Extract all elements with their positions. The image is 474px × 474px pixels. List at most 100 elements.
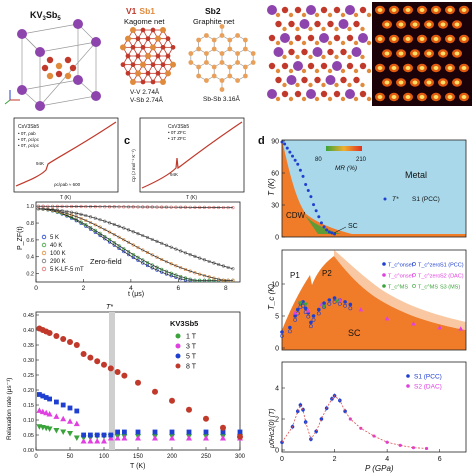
relax-legend-marker <box>175 343 181 349</box>
k-atom <box>73 75 83 85</box>
tstar-legend: T* <box>392 196 399 203</box>
mu-xtick-label: 2 <box>82 285 86 292</box>
mu-point <box>112 232 116 237</box>
lattice-atom <box>338 19 349 29</box>
sc-top-label: SC <box>348 223 358 230</box>
d-xtick-label: 6 <box>438 456 442 463</box>
mu-point <box>74 218 78 222</box>
stm-spot-core <box>391 8 397 12</box>
sb-atom <box>170 61 176 68</box>
lattice-atom <box>320 6 328 14</box>
d-top-subpanel: 80 210 MR (%) Metal T* S1 (PCC) CDW SC T… <box>267 139 467 242</box>
stm-spot-core <box>377 37 383 41</box>
b-annot: 94K <box>36 161 44 166</box>
relax-ytick-label: 0.15 <box>23 403 34 409</box>
mu-legend-label: 5 K <box>50 235 59 241</box>
sb-atom <box>145 53 151 59</box>
lattice-atom <box>312 47 323 57</box>
b-xlabel: T (K) <box>60 195 71 201</box>
mu-point <box>136 245 140 250</box>
lattice-atom <box>268 34 276 42</box>
mu-point <box>93 228 97 233</box>
sb-atom <box>227 46 233 52</box>
mu-point <box>117 224 121 228</box>
tc-s2-point <box>437 325 443 330</box>
d-ytick-label: 5 <box>275 314 279 321</box>
sb-atom <box>211 64 217 70</box>
mu-point <box>174 264 178 268</box>
relax-point <box>107 435 114 441</box>
lattice-atom <box>314 12 320 18</box>
mu-point <box>155 255 159 259</box>
relax-point <box>237 433 243 440</box>
tstar-point <box>291 154 295 158</box>
sb-atom <box>242 64 248 70</box>
relax-point <box>81 432 86 438</box>
tc-s3-point <box>298 301 303 306</box>
lattice-atom <box>320 90 328 98</box>
mu-point <box>117 244 121 248</box>
mu-point <box>188 269 192 273</box>
lattice-atom <box>347 82 352 88</box>
sb-atom <box>165 70 171 77</box>
v-atom <box>140 79 146 85</box>
stm-spot-core <box>398 22 404 27</box>
relax-point <box>121 435 128 441</box>
sc-strip <box>282 234 466 237</box>
sb-atom <box>227 37 233 43</box>
d-mid-legend-label: S2 (DAC) <box>440 274 464 280</box>
tc-s1-point <box>293 314 297 318</box>
relax-compound: KV3Sb5 <box>170 319 198 328</box>
stm-spot-core <box>391 66 397 70</box>
lattice-atom <box>353 68 359 74</box>
mu-point <box>145 260 150 265</box>
k-atom <box>17 85 27 95</box>
relax-point <box>74 408 80 414</box>
lattice-atom <box>308 26 313 32</box>
relax-ticks: 0 50 100 150 200 250 300 0.00 0.05 0.10 0.15 0.20 0.… <box>23 313 245 460</box>
mu-point <box>160 267 164 271</box>
relax-ytick-label: 0.20 <box>23 388 34 394</box>
tc-zero-point <box>287 329 292 334</box>
relax-point <box>220 424 226 431</box>
mu-point <box>112 222 116 227</box>
mu-point <box>164 269 169 273</box>
lattice-atom <box>288 68 294 74</box>
d-ytick-label: 2 <box>275 417 279 424</box>
lattice-atom <box>333 34 341 42</box>
b-legend-1: CsV3Sb5 <box>18 124 39 130</box>
lattice-atom <box>314 76 321 84</box>
v-atom <box>160 44 166 50</box>
d-ytick-label: 30 <box>271 203 279 210</box>
d-mid-legend-label: S1 (PCC) <box>440 263 464 269</box>
relax-point <box>80 438 87 444</box>
mu-xtick-label: 8 <box>224 285 228 292</box>
mu-series <box>36 204 235 282</box>
c-legend-2: • 0T ZFC <box>168 130 187 135</box>
sb-atom <box>125 35 131 42</box>
lattice-atom <box>293 61 303 71</box>
tc-s2-point <box>358 307 364 312</box>
sb-atom <box>242 37 248 43</box>
stm-spot-core <box>433 95 439 99</box>
sb-atom <box>219 87 225 92</box>
relax-point <box>60 336 67 342</box>
kagome-header: V1 Sb1 <box>126 6 155 16</box>
mu-ytick-label: 0.2 <box>26 272 34 278</box>
mu-point <box>126 240 131 244</box>
b-legend-4: • 0T, ρc/ρc <box>18 143 40 148</box>
stm-spot-core <box>433 8 439 12</box>
lattice-atom <box>282 82 287 88</box>
v-sb-atom <box>64 72 72 80</box>
tc-s1-point <box>332 296 337 300</box>
mu-xtick-label: 6 <box>177 285 181 292</box>
mu-fit-line <box>38 205 233 208</box>
mu-point <box>98 218 102 222</box>
lattice-atom <box>308 54 313 60</box>
v-sb-atom <box>55 70 63 78</box>
d-mid-legend-marker <box>382 284 386 288</box>
d-mid-legend-label: T_c^MS <box>418 285 438 291</box>
sb-atom <box>140 61 146 68</box>
hc2-guide-line <box>281 395 427 449</box>
stm-spot-core <box>426 80 432 85</box>
